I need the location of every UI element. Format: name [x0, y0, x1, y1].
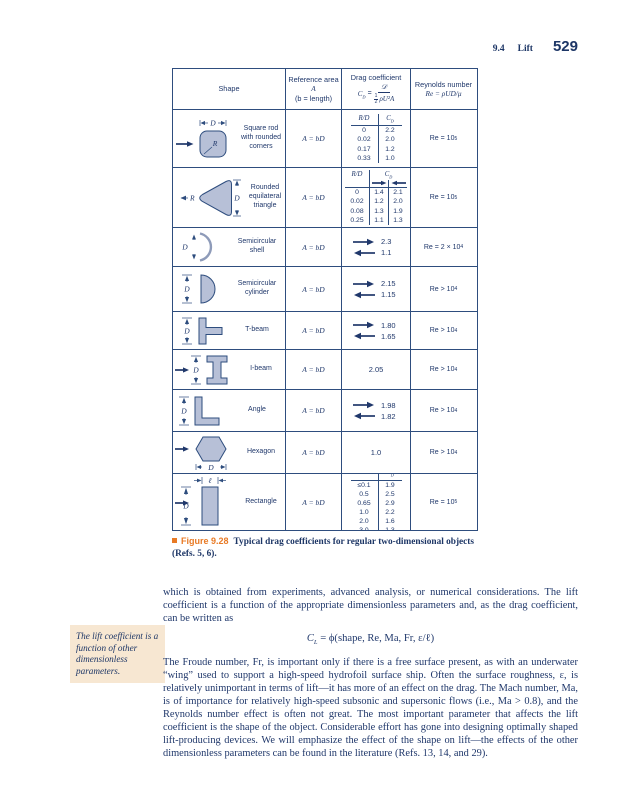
- svg-text:R: R: [212, 139, 218, 148]
- flow-right-arrow-icon: [353, 238, 374, 245]
- shape-name: T-beam: [245, 326, 269, 334]
- svg-text:D: D: [192, 365, 199, 374]
- flow-left-arrow-icon: [388, 180, 407, 189]
- semicircular-cylinder-icon: D: [182, 274, 216, 304]
- body-paragraph-1: which is obtained from experiments, adva…: [163, 587, 578, 624]
- flow-right-arrow-icon: [353, 401, 374, 409]
- reference-area: A = bD: [302, 284, 325, 294]
- rounded-triangle-icon: R D: [180, 179, 241, 216]
- section-title: Lift: [517, 44, 533, 54]
- svg-text:D: D: [233, 193, 240, 202]
- reference-area: A = bD: [302, 406, 325, 415]
- body-paragraph-2: The Froude number, Fr, is important only…: [163, 657, 578, 760]
- running-head: 9.4 Lift 529: [493, 38, 578, 55]
- table-row-semicircular-shell: D Semicircular shell A = bD 2.3 1.1 Re =…: [173, 228, 477, 267]
- drag-values: 1.98 1.82: [353, 401, 399, 421]
- shape-name: Square rod with rounded corners: [240, 125, 282, 150]
- flow-right-arrow-icon: [369, 180, 388, 189]
- table-row-angle: D Angle A = bD 1.98 1.82 Re > 10 4: [173, 390, 477, 432]
- figure-label: Figure 9.28: [181, 536, 229, 546]
- reynolds-value: Re = 10 5: [410, 168, 476, 227]
- drag-value: 1.0: [370, 448, 382, 457]
- reference-area: A = bD: [302, 242, 325, 252]
- col-header-reference-area: Reference area A (b = length): [285, 69, 341, 109]
- t-beam-icon: D: [182, 317, 223, 344]
- drag-values: 1.80 1.65: [353, 321, 399, 341]
- rd-cd-subtable: R/D CD 0 2.2 0.02 2.0 0.17 1.2 0.33 1.0: [350, 114, 402, 163]
- flow-left-arrow-icon: [354, 412, 375, 420]
- figure-caption-refs: (Refs. 5, 6).: [172, 549, 217, 560]
- figure-caption-text: Typical drag coefficients for regular tw…: [233, 537, 475, 547]
- table-header-row: Shape Reference area A (b = length) Drag…: [173, 69, 477, 110]
- reference-area: A = bD: [302, 326, 325, 335]
- table-row-t-beam: D T-beam A = bD 1.80 1.65 Re > 10 4: [173, 312, 477, 350]
- section-number: 9.4: [492, 44, 505, 54]
- drag-coefficient-table: Shape Reference area A (b = length) Drag…: [172, 68, 478, 531]
- rectangle-icon: ℓ D: [175, 476, 226, 526]
- table-row-rectangle: ℓ D Rectangle A = bD ℓ/D CD ≤0.11.9 0.52…: [173, 474, 477, 530]
- reynolds-value: Re > 10 4: [410, 390, 476, 431]
- reference-area: A = bD: [302, 497, 325, 507]
- shape-name: Rounded equilateral triangle: [248, 184, 282, 209]
- reference-area: A = bD: [302, 448, 325, 457]
- shape-name: Hexagon: [246, 448, 276, 456]
- shape-name: Angle: [248, 406, 266, 414]
- reynolds-value: Re > 10 4: [410, 267, 476, 311]
- svg-text:D: D: [209, 118, 216, 127]
- figure-caption: Figure 9.28 Typical drag coefficients for…: [172, 536, 490, 560]
- col-header-shape: Shape: [218, 84, 240, 94]
- flow-right-arrow-icon: [353, 280, 374, 287]
- figure-marker-icon: [172, 538, 177, 543]
- svg-text:D: D: [183, 285, 190, 294]
- reynolds-value: Re > 10 4: [410, 312, 476, 349]
- reference-area: A = bD: [302, 365, 325, 374]
- lift-coefficient-equation: CL = ϕ(shape, Re, Ma, Fr, ε/ℓ): [306, 633, 435, 647]
- reynolds-value: Re > 10 4: [410, 432, 476, 473]
- shape-name: Semicircular shell: [237, 238, 277, 254]
- svg-text:D: D: [181, 243, 188, 252]
- svg-text:D: D: [180, 406, 187, 415]
- shape-name: I-beam: [250, 365, 272, 373]
- rd-cd-directional-subtable: R/D CD 0 1.4 2.1 0.02 1.2 2.0 0.08 1.3 1.9 0.2…: [345, 170, 407, 225]
- margin-note: The lift coefficient is a function of ot…: [70, 625, 165, 683]
- col-header-reynolds-number: Reynolds number Re = ρUD/μ: [410, 69, 476, 109]
- semicircular-shell-icon: D: [181, 232, 213, 262]
- table-row-i-beam: D I-beam A = bD 2.05 Re > 10 4: [173, 350, 477, 390]
- svg-text:D: D: [207, 463, 214, 472]
- table-row-hexagon: D Hexagon A = bD 1.0 Re > 10 4: [173, 432, 477, 474]
- reference-area: A = bD: [302, 134, 325, 143]
- svg-text:ℓ: ℓ: [208, 476, 212, 485]
- square-rod-icon: D R: [176, 118, 227, 157]
- drag-values: 2.3 1.1: [353, 237, 399, 257]
- reynolds-value: Re = 10 5: [410, 474, 476, 530]
- angle-icon: D: [179, 396, 220, 425]
- table-row-semicircular-cylinder: D Semicircular cylinder A = bD 2.15 1.15…: [173, 267, 477, 312]
- table-row-triangle: R D Rounded equilateral triangle A = bD …: [173, 168, 477, 228]
- body-text: which is obtained from experiments, adva…: [163, 586, 578, 760]
- svg-text:D: D: [182, 502, 189, 511]
- flow-right-arrow-icon: [353, 321, 374, 329]
- table-row-square-rod: D R Square rod with rounded corners A = …: [173, 110, 477, 168]
- drag-value: 2.05: [368, 365, 384, 374]
- svg-text:R: R: [189, 193, 195, 202]
- shape-name: Semicircular cylinder: [237, 280, 277, 296]
- reynolds-value: Re > 10 4: [410, 350, 476, 389]
- flow-left-arrow-icon: [354, 249, 375, 256]
- flow-left-arrow-icon: [354, 291, 375, 298]
- page-number: 529: [552, 38, 578, 55]
- reynolds-value: Re = 10 5: [410, 110, 476, 167]
- i-beam-icon: D: [175, 355, 228, 384]
- reference-area: A = bD: [302, 193, 325, 202]
- svg-text:D: D: [183, 326, 190, 335]
- hexagon-icon: D: [175, 436, 227, 472]
- flow-left-arrow-icon: [354, 332, 375, 340]
- ld-cd-subtable: ℓ/D CD ≤0.11.9 0.52.5 0.652.9 1.02.2 2.0…: [350, 474, 402, 530]
- reynolds-value: Re = 2 × 10 4: [410, 228, 476, 266]
- shape-name: Rectangle: [245, 497, 277, 505]
- drag-values: 2.15 1.15: [353, 279, 399, 299]
